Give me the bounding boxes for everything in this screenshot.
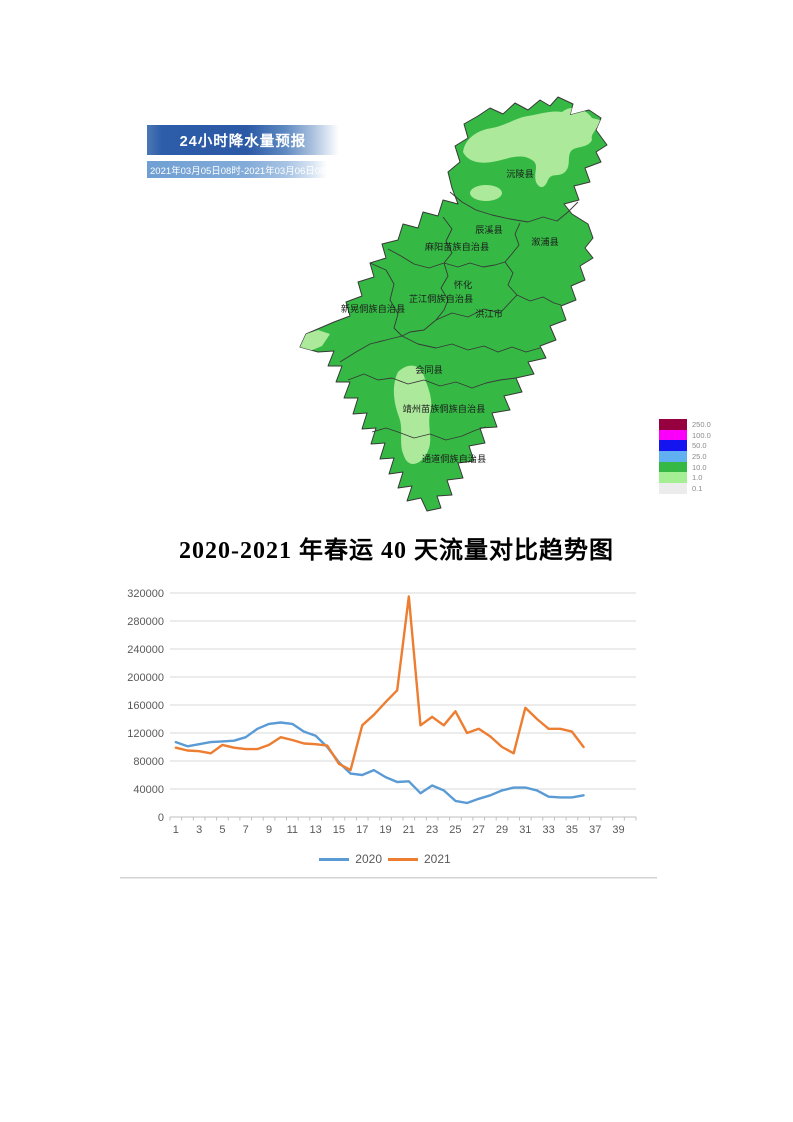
precip-legend-row: 250.0 <box>659 419 711 430</box>
y-axis-label: 120000 <box>127 728 164 740</box>
x-axis-label: 25 <box>449 824 461 836</box>
horizontal-separator <box>120 877 657 879</box>
traffic-trend-chart: 0 40000 80000 120000 160000 200000 240000 28000… <box>127 588 637 836</box>
chart-axis-labels: 0 40000 80000 120000 160000 200000 240000 28000… <box>127 588 624 836</box>
county-label: 怀化 <box>454 279 472 290</box>
x-axis-label: 17 <box>356 824 368 836</box>
precipitation-legend: 250.0 100.0 50.0 25.0 10.0 1.0 0.1 <box>659 419 711 494</box>
precip-legend-row: 10.0 <box>659 461 711 473</box>
chart-legend-item: 2020 <box>319 852 382 866</box>
x-axis-label: 21 <box>403 824 415 836</box>
chart-series-lines <box>174 595 585 805</box>
precip-legend-row: 25.0 <box>659 451 711 462</box>
county-label: 新晃侗族自治县 <box>341 303 405 314</box>
y-axis-label: 160000 <box>127 700 164 712</box>
y-axis-label: 0 <box>158 812 164 824</box>
x-axis-label: 15 <box>333 824 345 836</box>
chart-axes <box>169 816 637 821</box>
chart-gridlines <box>170 592 636 790</box>
county-label: 会同县 <box>415 364 443 375</box>
x-axis-label: 9 <box>266 824 272 836</box>
chart-legend-item: 2021 <box>388 852 451 866</box>
precip-legend-value: 250.0 <box>692 419 711 429</box>
rain-patch-center-north <box>470 185 502 201</box>
x-axis-label: 1 <box>173 824 179 836</box>
precip-forecast-title: 24小时降水量预报 <box>179 133 307 150</box>
precip-legend-value: 50.0 <box>692 441 707 451</box>
precip-legend-swatch <box>659 440 687 452</box>
x-axis-label: 3 <box>196 824 202 836</box>
precip-legend-value: 1.0 <box>692 473 703 483</box>
precip-legend-swatch <box>659 429 687 441</box>
light-rain-patches <box>300 107 600 464</box>
y-axis-label: 320000 <box>127 588 164 600</box>
x-axis-label: 39 <box>612 824 624 836</box>
x-axis-label: 31 <box>519 824 531 836</box>
forecast-date-range: 2021年03月05日08时-2021年03月06日08时 <box>150 165 335 177</box>
y-axis-label: 200000 <box>127 672 164 684</box>
county-label: 芷江侗族自治县 <box>409 293 473 304</box>
county-borders <box>339 191 579 441</box>
precip-legend-row: 0.1 <box>659 483 711 494</box>
x-axis-label: 7 <box>243 824 249 836</box>
x-axis-label: 5 <box>219 824 225 836</box>
x-axis-label: 35 <box>566 824 578 836</box>
precip-forecast-banner: 24小时降水量预报 <box>147 125 339 155</box>
precip-legend-value: 100.0 <box>692 430 711 440</box>
x-axis-label: 23 <box>426 824 438 836</box>
y-axis-label: 240000 <box>127 644 164 656</box>
series-line-2020 <box>174 721 585 805</box>
county-label: 溆浦县 <box>531 236 559 247</box>
forecast-date-bar: 2021年03月05日08时-2021年03月06日08时 <box>147 161 335 178</box>
x-axis-label: 19 <box>379 824 391 836</box>
county-label: 沅陵县 <box>506 168 534 179</box>
county-label: 洪江市 <box>475 308 503 319</box>
legend-line-swatch <box>319 857 350 861</box>
y-axis-label: 40000 <box>133 784 164 796</box>
chart-title: 2020-2021 年春运 40 天流量对比趋势图 <box>179 538 614 564</box>
chart-legend: 2020 2021 <box>110 852 660 866</box>
precip-legend-row: 100.0 <box>659 429 711 441</box>
precip-legend-swatch <box>659 451 687 462</box>
y-axis-label: 280000 <box>127 616 164 628</box>
precip-legend-swatch <box>659 461 687 473</box>
x-axis-label: 27 <box>473 824 485 836</box>
precip-legend-swatch <box>659 483 687 494</box>
x-axis-label: 11 <box>287 824 298 836</box>
precip-legend-value: 0.1 <box>692 483 703 493</box>
series-line-2021 <box>174 595 585 772</box>
rain-patch-north <box>463 107 600 188</box>
legend-line-swatch <box>388 857 418 861</box>
precip-legend-value: 10.0 <box>692 462 707 472</box>
x-axis-label: 37 <box>589 824 601 836</box>
y-axis-label: 80000 <box>133 756 164 768</box>
precip-legend-value: 25.0 <box>692 451 707 461</box>
precip-legend-swatch <box>659 419 687 430</box>
x-axis-label: 33 <box>543 824 555 836</box>
county-label: 麻阳苗族自治县 <box>425 241 489 252</box>
county-label: 靖州苗族侗族自治县 <box>403 403 486 414</box>
rain-patch-south <box>393 365 432 464</box>
legend-series-name: 2020 <box>355 852 382 866</box>
x-axis-label: 29 <box>496 824 508 836</box>
precip-legend-row: 50.0 <box>659 440 711 452</box>
rain-patch-west-tip <box>300 330 330 351</box>
county-label: 辰溪县 <box>475 224 503 235</box>
x-axis-label: 13 <box>310 824 322 836</box>
legend-series-name: 2021 <box>424 852 451 866</box>
precip-legend-row: 1.0 <box>659 472 711 484</box>
county-label: 通道侗族自治县 <box>422 453 486 464</box>
map-region-outline <box>299 96 608 512</box>
precip-legend-swatch <box>659 472 687 484</box>
